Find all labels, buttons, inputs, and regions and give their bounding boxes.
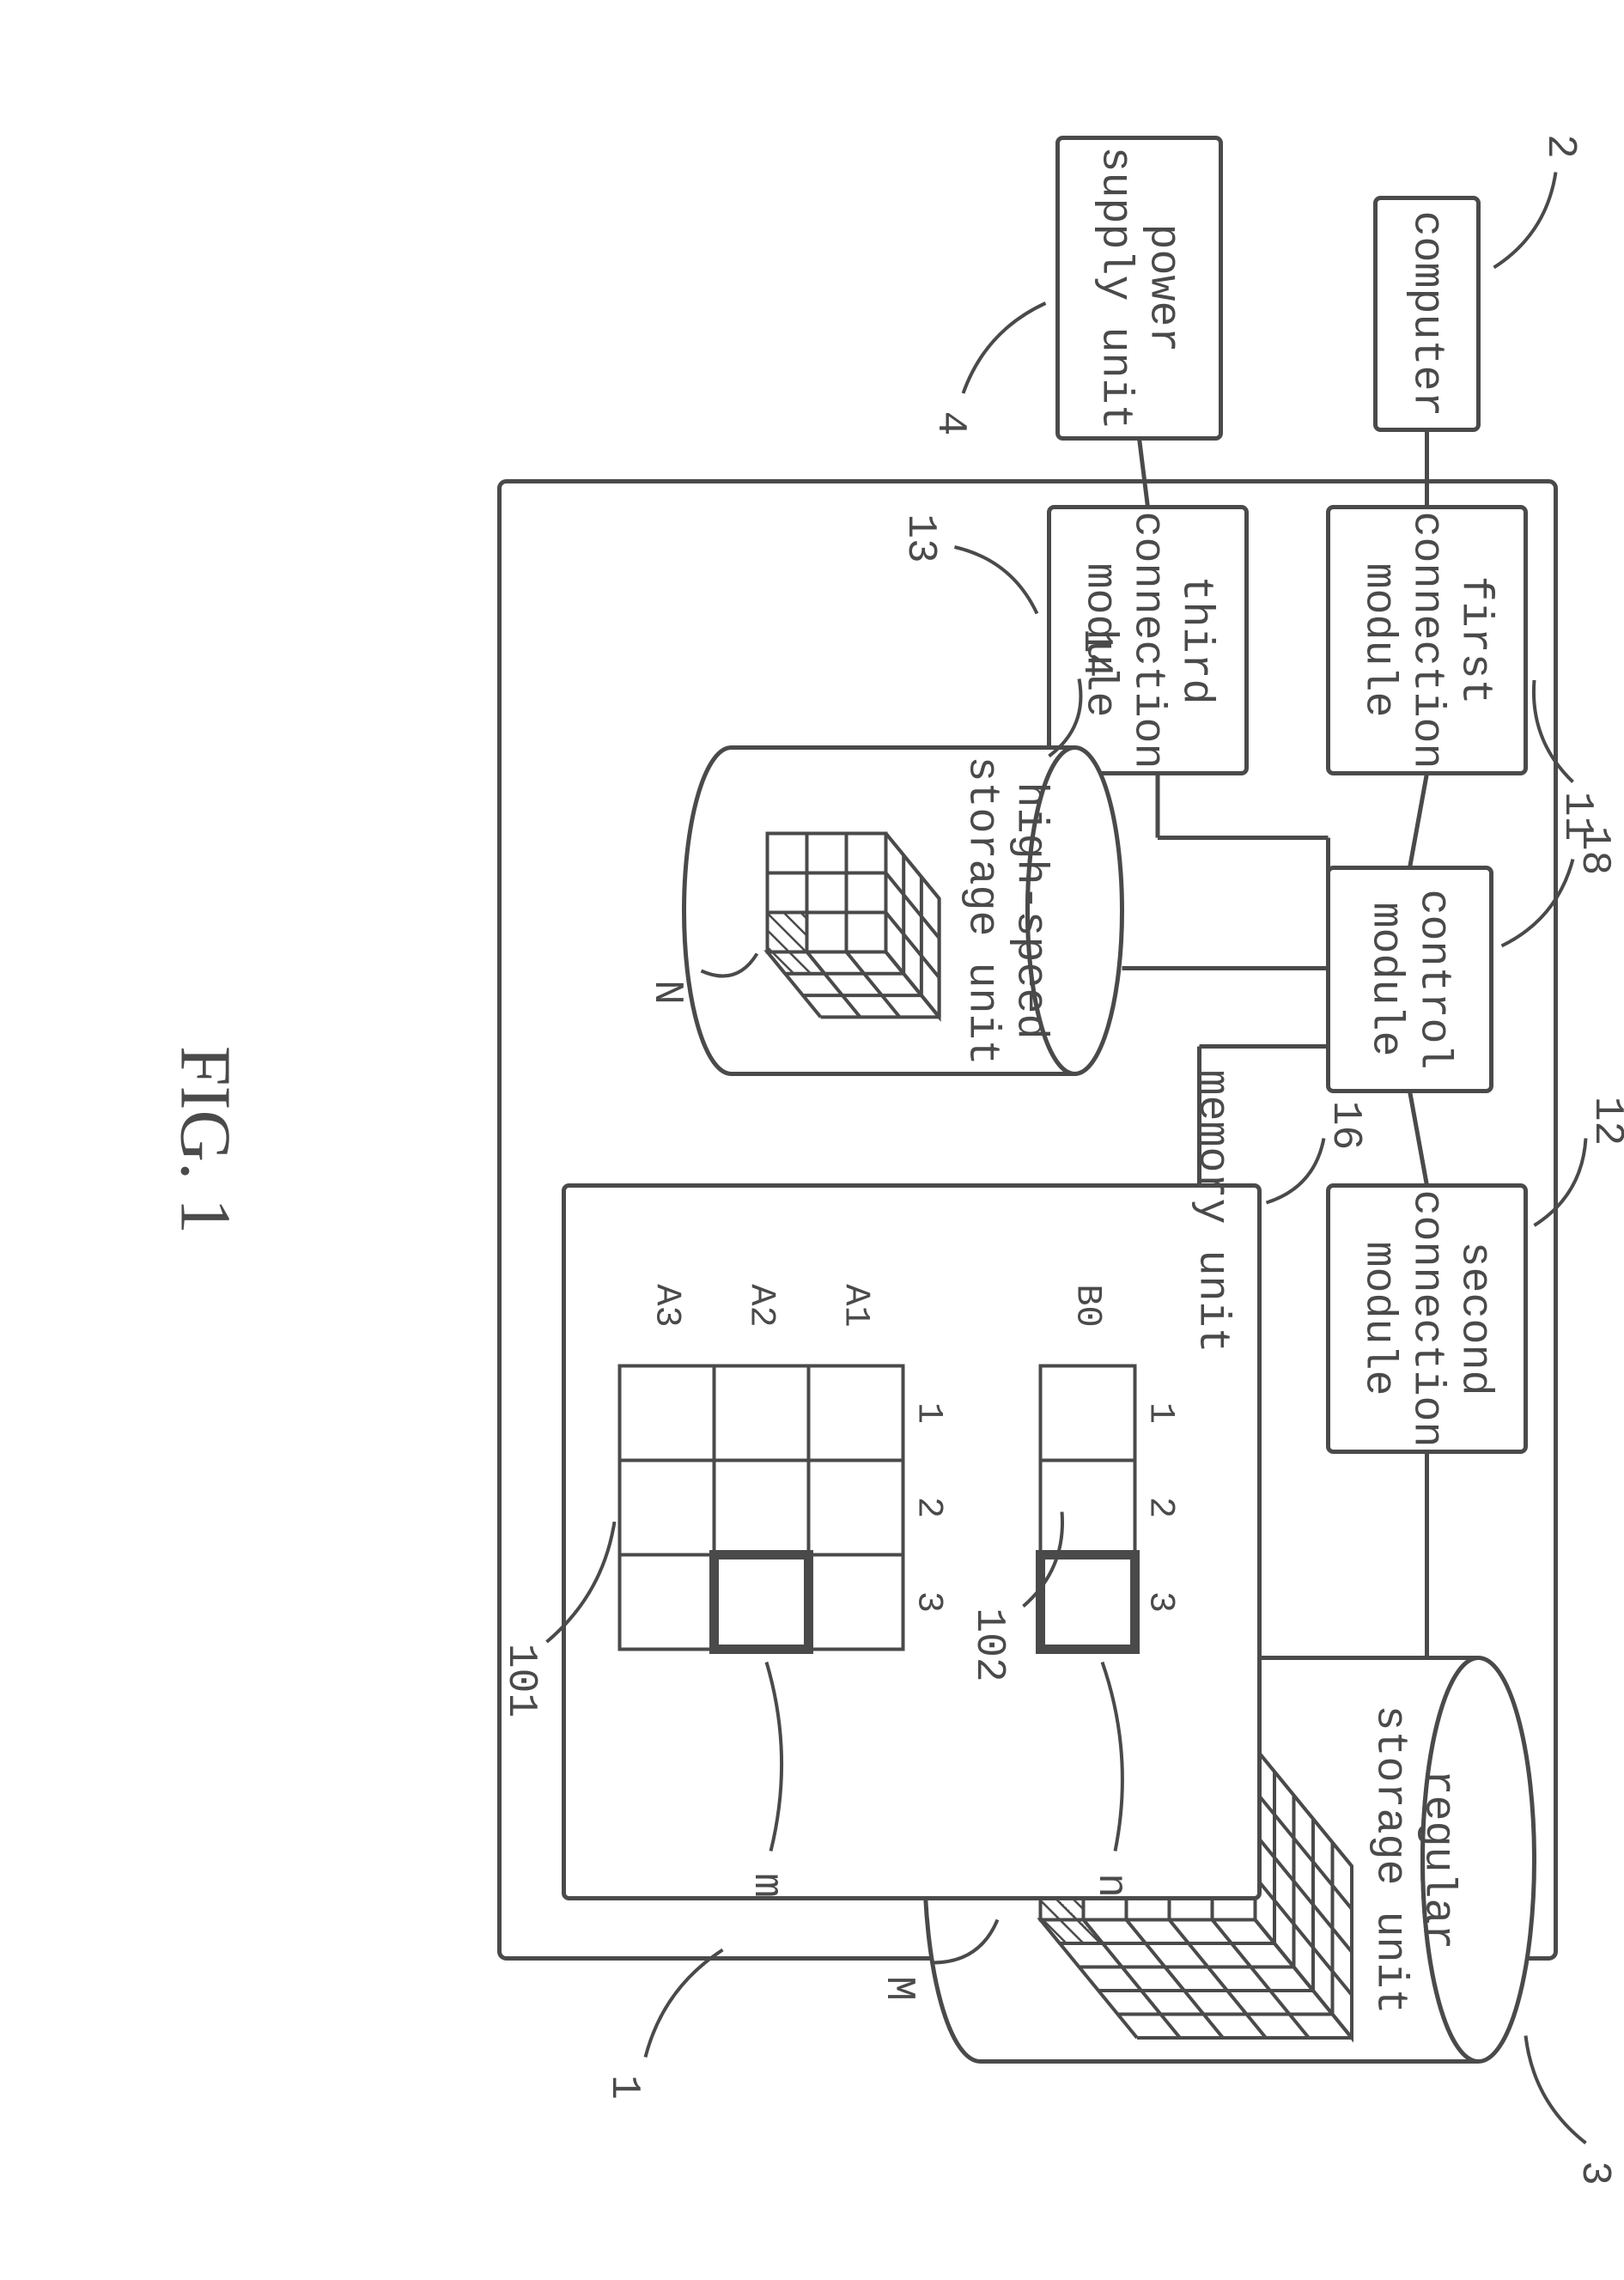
svg-text:m: m [742,1873,788,1898]
svg-text:2: 2 [908,1496,949,1517]
svg-text:M: M [874,1976,921,2001]
svg-text:first: first [1450,575,1499,704]
svg-text:4: 4 [926,410,972,435]
svg-text:power: power [1138,223,1187,352]
svg-text:1: 1 [599,2075,646,2100]
svg-text:n: n [1086,1873,1133,1898]
svg-text:regular: regular [1413,1769,1462,1949]
svg-text:A1: A1 [835,1284,876,1327]
svg-text:16: 16 [1321,1100,1367,1150]
svg-text:third: third [1171,575,1220,704]
svg-text:connection: connection [1122,511,1171,769]
svg-text:2: 2 [1140,1496,1181,1517]
svg-text:high-speed: high-speed [1005,781,1054,1039]
svg-text:storage unit: storage unit [957,756,1006,1065]
svg-text:module: module [1360,902,1409,1056]
svg-text:connection: connection [1402,1189,1451,1447]
svg-text:supply unit: supply unit [1090,146,1139,429]
svg-text:module: module [1353,562,1402,717]
svg-text:connection: connection [1402,511,1451,769]
svg-text:1: 1 [1140,1401,1181,1423]
svg-text:N: N [642,980,689,1005]
svg-text:memory unit: memory unit [1187,1069,1236,1353]
svg-text:storage unit: storage unit [1365,1705,1414,2014]
svg-text:module: module [1353,1241,1402,1395]
svg-text:computer: computer [1402,210,1451,416]
svg-text:102: 102 [964,1608,1011,1681]
svg-text:18: 18 [1570,825,1616,875]
svg-text:12: 12 [1583,1096,1624,1146]
svg-text:3: 3 [1570,2161,1616,2186]
svg-text:1: 1 [908,1401,949,1423]
svg-text:second: second [1450,1241,1499,1395]
svg-text:A2: A2 [740,1284,782,1327]
svg-text:3: 3 [1140,1590,1181,1612]
svg-text:2: 2 [1536,134,1582,159]
svg-text:13: 13 [896,514,942,563]
diagram-root: FIG. 1computer2powersupply unit4firstcon… [165,134,1624,2186]
svg-text:A3: A3 [646,1284,687,1327]
svg-text:101: 101 [496,1643,543,1717]
svg-text:14: 14 [1072,628,1118,678]
svg-text:B0: B0 [1067,1284,1108,1327]
diagram-stage: FIG. 1computer2powersupply unit4firstcon… [0,0,1624,2280]
figure-label: FIG. 1 [165,1045,245,1233]
svg-text:control: control [1408,889,1457,1069]
svg-text:3: 3 [908,1590,949,1612]
